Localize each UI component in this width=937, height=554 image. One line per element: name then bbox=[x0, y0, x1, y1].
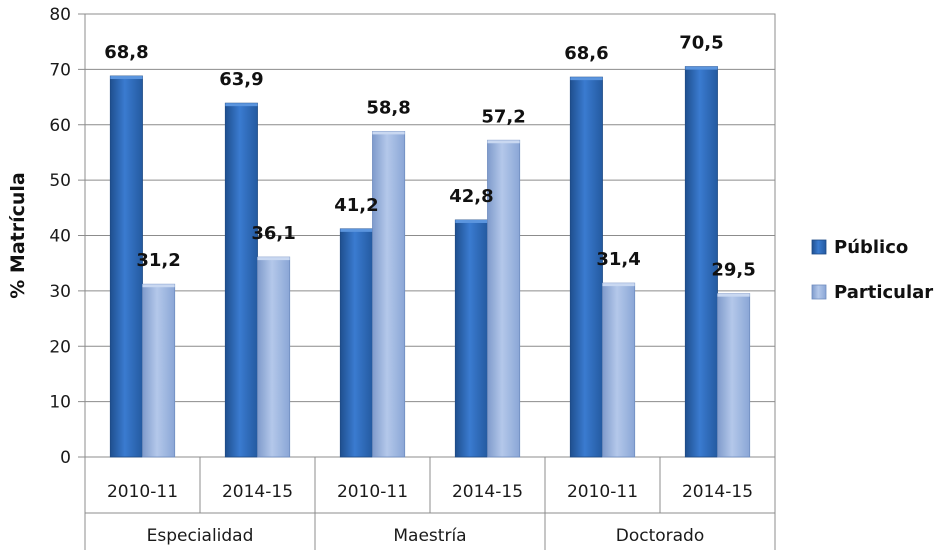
y-tick-label: 40 bbox=[49, 227, 71, 247]
bar-top-highlight bbox=[455, 219, 488, 223]
bar-top-highlight bbox=[717, 293, 750, 297]
y-tick-label: 20 bbox=[49, 337, 71, 357]
bar-publico bbox=[224, 102, 258, 458]
bar-particular bbox=[372, 130, 406, 458]
y-tick-label: 30 bbox=[49, 282, 71, 302]
bar-top-highlight bbox=[487, 140, 520, 144]
x-tick-label: 2014-15 bbox=[452, 482, 523, 502]
data-label: 31,4 bbox=[596, 249, 640, 270]
x-tick-label: 2014-15 bbox=[222, 482, 293, 502]
x-tick-label: 2010-11 bbox=[567, 482, 638, 502]
bar-top-highlight bbox=[340, 228, 373, 232]
legend-swatch bbox=[811, 284, 827, 300]
y-tick-label: 60 bbox=[49, 116, 71, 136]
x-tick-label: 2010-11 bbox=[107, 482, 178, 502]
bar-particular bbox=[717, 293, 751, 458]
legend-label: Particular bbox=[834, 282, 933, 303]
group-label: Especialidad bbox=[147, 526, 254, 546]
bar-top-highlight bbox=[602, 283, 635, 287]
group-label: Maestría bbox=[393, 526, 466, 546]
bar-top-highlight bbox=[142, 284, 175, 288]
data-label: 63,9 bbox=[219, 69, 263, 90]
y-tick-label: 0 bbox=[60, 448, 71, 468]
legend-swatch bbox=[811, 239, 827, 255]
group-label: Doctorado bbox=[616, 526, 705, 546]
y-tick-label: 10 bbox=[49, 393, 71, 413]
y-tick-label: 80 bbox=[49, 5, 71, 25]
bar-top-highlight bbox=[257, 257, 290, 261]
bar-publico bbox=[339, 228, 373, 458]
bar-publico bbox=[454, 219, 488, 458]
x-tick-label: 2010-11 bbox=[337, 482, 408, 502]
data-label: 57,2 bbox=[481, 106, 525, 127]
bar-particular bbox=[142, 283, 176, 458]
data-label: 58,8 bbox=[366, 97, 410, 118]
bar-top-highlight bbox=[225, 103, 258, 107]
bar-top-highlight bbox=[110, 76, 143, 80]
bar-top-highlight bbox=[685, 66, 718, 70]
data-label: 36,1 bbox=[251, 223, 295, 244]
x-tick-label: 2014-15 bbox=[682, 482, 753, 502]
bar-particular bbox=[602, 282, 636, 458]
y-tick-label: 50 bbox=[49, 171, 71, 191]
data-label: 29,5 bbox=[711, 260, 755, 281]
data-label: 41,2 bbox=[334, 195, 378, 216]
y-axis-label: % Matrícula bbox=[7, 172, 29, 298]
bar-particular bbox=[487, 139, 521, 458]
bar-publico bbox=[109, 75, 143, 458]
data-label: 70,5 bbox=[679, 33, 723, 54]
bar-publico bbox=[569, 76, 603, 458]
data-label: 68,6 bbox=[564, 43, 608, 64]
bar-top-highlight bbox=[570, 77, 603, 81]
data-label: 31,2 bbox=[136, 250, 180, 271]
data-label: 68,8 bbox=[104, 42, 148, 63]
data-label: 42,8 bbox=[449, 186, 493, 207]
bar-particular bbox=[257, 256, 291, 458]
y-tick-label: 70 bbox=[49, 60, 71, 80]
legend-label: Público bbox=[834, 237, 908, 258]
bar-top-highlight bbox=[372, 131, 405, 135]
